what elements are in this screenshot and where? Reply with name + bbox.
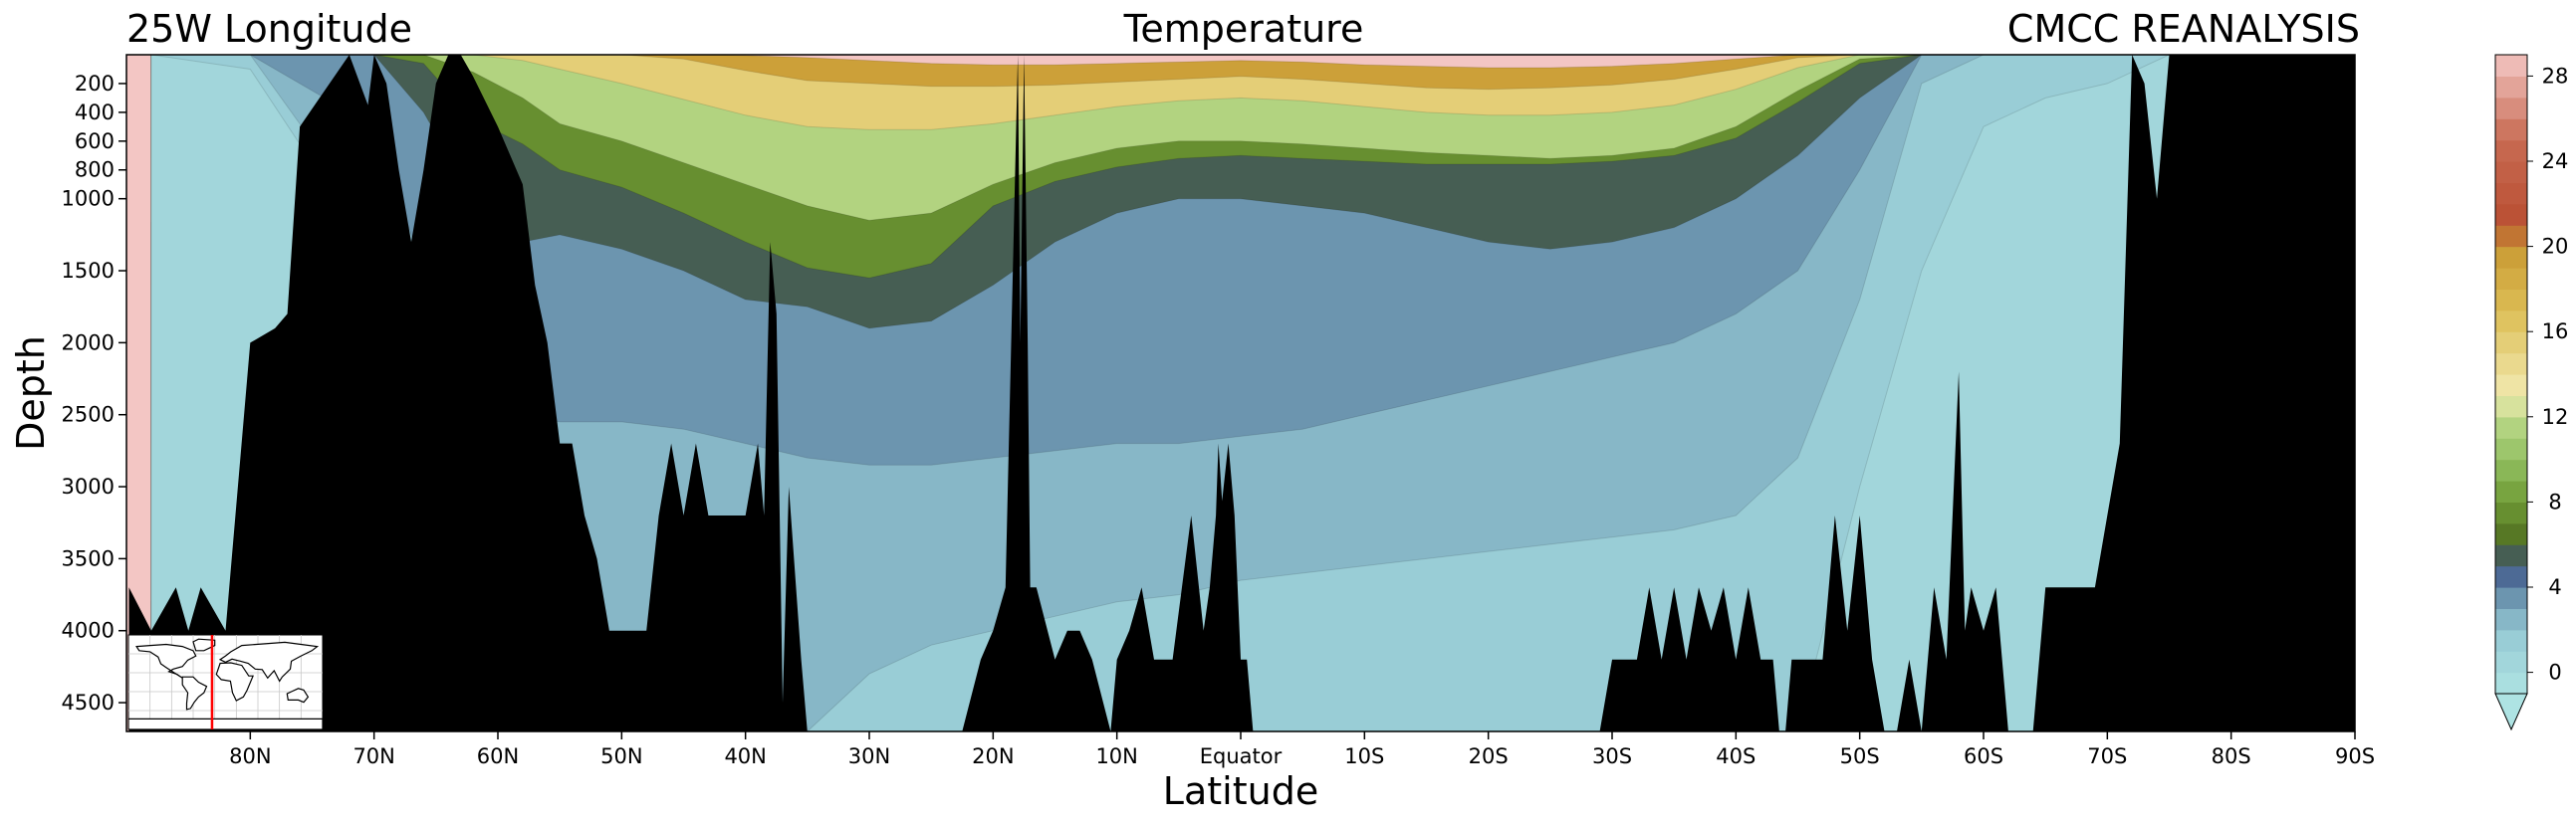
- inset-coastline: [181, 676, 208, 711]
- x-tick-label: 20N: [972, 744, 1014, 768]
- x-tick-label: 50N: [600, 744, 642, 768]
- seafloor: [128, 55, 2355, 731]
- y-tick-label: 800: [75, 158, 115, 182]
- inset-coastline: [286, 688, 310, 704]
- colorbar-cell: [2495, 438, 2527, 461]
- colorbar-cell: [2495, 672, 2527, 695]
- colorbar-cell: [2495, 522, 2527, 545]
- x-tick-label: 10S: [1344, 744, 1384, 768]
- x-tick-label: 50S: [1840, 744, 1880, 768]
- y-tick-label: 200: [75, 72, 115, 96]
- x-axis-label: Latitude: [1163, 769, 1318, 813]
- colorbar-cell: [2495, 629, 2527, 652]
- colorbar-cell: [2495, 76, 2527, 99]
- colorbar-cell: [2495, 608, 2527, 631]
- colorbar-cell: [2495, 502, 2527, 524]
- inset-coastline: [218, 641, 320, 683]
- x-tick-label: 30S: [1592, 744, 1632, 768]
- x-tick-label: 30N: [848, 744, 890, 768]
- inset-coastline: [128, 718, 323, 729]
- y-tick-label: 4000: [62, 619, 115, 643]
- x-tick-label: 80N: [229, 744, 271, 768]
- y-tick-label: 3000: [62, 475, 115, 499]
- colorbar-cell: [2495, 544, 2527, 567]
- colorbar-cell: [2495, 289, 2527, 311]
- x-tick-label: 90S: [2335, 744, 2375, 768]
- colorbar-tick-label: 16: [2542, 319, 2569, 343]
- colorbar-cell: [2495, 182, 2527, 205]
- x-tick-label: 70N: [352, 744, 394, 768]
- colorbar-extend-arrow: [2494, 693, 2528, 731]
- x-tick-label: 80S: [2212, 744, 2251, 768]
- colorbar-cell: [2495, 118, 2527, 141]
- x-tick-label: 70S: [2087, 744, 2127, 768]
- colorbar-tick-label: 28: [2542, 64, 2569, 88]
- colorbar-cell: [2495, 459, 2527, 482]
- colorbar-tick-label: 20: [2542, 235, 2569, 259]
- colorbar-cell: [2495, 352, 2527, 375]
- colorbar-tick-label: 24: [2542, 149, 2569, 173]
- inset-world-map: [127, 634, 324, 730]
- colorbar-cell: [2495, 161, 2527, 183]
- colorbar-frame: [2494, 54, 2528, 695]
- section-longitude-title: 25W Longitude: [126, 7, 412, 51]
- data-source-title: CMCC REANALYSIS: [2007, 7, 2360, 51]
- y-tick-label: 400: [75, 101, 115, 124]
- x-tick-label: 60S: [1964, 744, 2003, 768]
- colorbar-cell: [2495, 246, 2527, 269]
- x-tick-label: 10N: [1095, 744, 1137, 768]
- chart-title: Temperature: [1123, 7, 1364, 51]
- colorbar-cell: [2495, 97, 2527, 119]
- colorbar-tick-label: 4: [2548, 575, 2561, 599]
- colorbar-tick-label: 0: [2548, 661, 2561, 685]
- y-tick-label: 1500: [62, 259, 115, 283]
- y-tick-label: 1000: [62, 187, 115, 211]
- x-tick-label: 20S: [1469, 744, 1509, 768]
- x-tick-label: 60N: [477, 744, 519, 768]
- y-tick-label: 4500: [62, 691, 115, 715]
- x-tick-label: 40S: [1716, 744, 1756, 768]
- inset-coastline: [135, 643, 197, 679]
- colorbar-cell: [2495, 268, 2527, 290]
- plot-area: [126, 55, 2355, 731]
- colorbar-cell: [2495, 309, 2527, 332]
- colorbar-cell: [2495, 565, 2527, 588]
- x-axis: 80N 70N 60N 50N 40N 30N 20N 10N Equator 10S 20S 30S…: [229, 731, 2375, 768]
- y-tick-label: 3500: [62, 546, 115, 570]
- x-tick-label: Equator: [1200, 744, 1283, 768]
- y-axis: 200 400 600 800 1000 1500 2000 2500 3000 3500 4000…: [62, 72, 126, 715]
- colorbar-cell: [2495, 416, 2527, 439]
- colorbar-cell: [2495, 374, 2527, 396]
- colorbar-cell: [2495, 225, 2527, 248]
- inset-coastline: [192, 638, 216, 652]
- y-tick-label: 600: [75, 129, 115, 153]
- colorbar-cell: [2495, 139, 2527, 162]
- colorbar-cell: [2495, 587, 2527, 609]
- colorbar: 28 24 20 16 12 8 4 0: [2494, 54, 2569, 731]
- inset-coastline: [215, 662, 254, 702]
- colorbar-cell: [2495, 55, 2527, 77]
- colorbar-cell: [2495, 651, 2527, 674]
- x-tick-label: 40N: [724, 744, 766, 768]
- colorbar-ticks: 28 24 20 16 12 8 4 0: [2527, 64, 2569, 685]
- colorbar-cells: [2494, 54, 2528, 731]
- colorbar-cell: [2495, 331, 2527, 354]
- colorbar-tick-label: 8: [2548, 490, 2561, 514]
- y-axis-label: Depth: [9, 335, 53, 451]
- colorbar-tick-label: 12: [2542, 405, 2569, 429]
- colorbar-cell: [2495, 395, 2527, 418]
- isotherm-band: [150, 55, 2331, 731]
- colorbar-cell: [2495, 481, 2527, 503]
- y-tick-label: 2000: [62, 330, 115, 354]
- colorbar-cell: [2495, 203, 2527, 226]
- y-tick-label: 2500: [62, 403, 115, 427]
- bathymetry-layer: [128, 55, 2355, 731]
